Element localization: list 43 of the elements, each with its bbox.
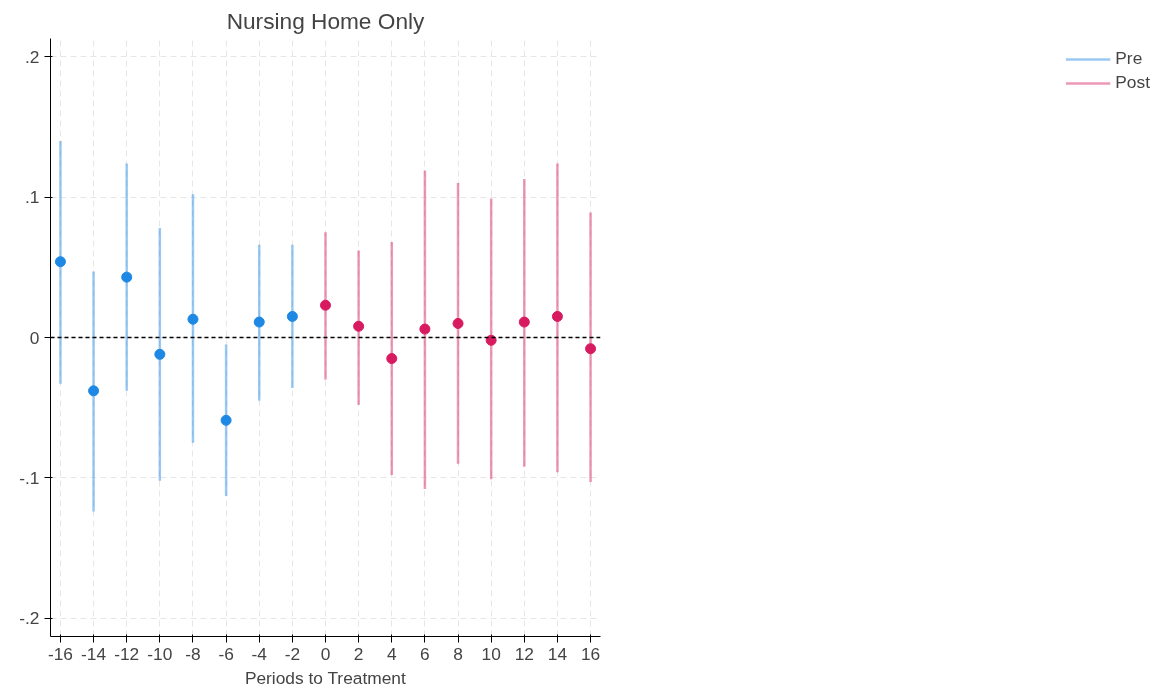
point bbox=[253, 316, 265, 328]
y-tick-label: 0 bbox=[29, 327, 40, 348]
point bbox=[220, 414, 232, 426]
point bbox=[54, 256, 66, 268]
point bbox=[320, 299, 331, 311]
x-tick-label: 10 bbox=[481, 643, 501, 664]
point bbox=[419, 323, 431, 335]
legend-label: Pre bbox=[1115, 48, 1143, 69]
x-tick-label: 14 bbox=[547, 643, 568, 664]
x-tick-label: -2 bbox=[284, 643, 301, 664]
x-tick-label: -14 bbox=[81, 643, 107, 664]
x-tick-label: 12 bbox=[514, 643, 534, 664]
point bbox=[386, 353, 398, 365]
point bbox=[187, 313, 199, 325]
x-tick-label: 6 bbox=[420, 643, 430, 664]
y-tick-label: -.1 bbox=[19, 467, 40, 488]
point bbox=[485, 334, 497, 346]
x-tick-label: -8 bbox=[185, 643, 201, 664]
chart-title: Nursing Home Only bbox=[226, 7, 426, 34]
y-tick-label: .1 bbox=[25, 187, 40, 208]
point bbox=[286, 310, 298, 322]
point bbox=[353, 320, 365, 332]
x-tick-label: 0 bbox=[320, 643, 331, 664]
y-tick-label: .2 bbox=[25, 46, 40, 67]
x-tick-label: -4 bbox=[251, 643, 268, 664]
x-tick-label: -12 bbox=[114, 643, 140, 664]
point bbox=[154, 348, 166, 360]
point bbox=[452, 317, 464, 329]
legend-label: Post bbox=[1115, 72, 1150, 93]
x-tick-label: 4 bbox=[386, 643, 397, 664]
point bbox=[121, 271, 133, 283]
x-tick-label: 16 bbox=[580, 643, 601, 664]
x-axis-title: Periods to Treatment bbox=[244, 667, 406, 688]
point bbox=[585, 343, 597, 355]
x-tick-label: 8 bbox=[453, 643, 463, 664]
x-tick-label: -6 bbox=[218, 643, 234, 664]
x-tick-label: -16 bbox=[47, 643, 73, 664]
x-tick-label: -10 bbox=[147, 643, 173, 664]
point bbox=[88, 385, 100, 397]
y-tick-label: -.2 bbox=[19, 608, 40, 629]
point bbox=[551, 310, 563, 322]
x-tick-label: 2 bbox=[353, 643, 364, 664]
point bbox=[518, 316, 530, 328]
